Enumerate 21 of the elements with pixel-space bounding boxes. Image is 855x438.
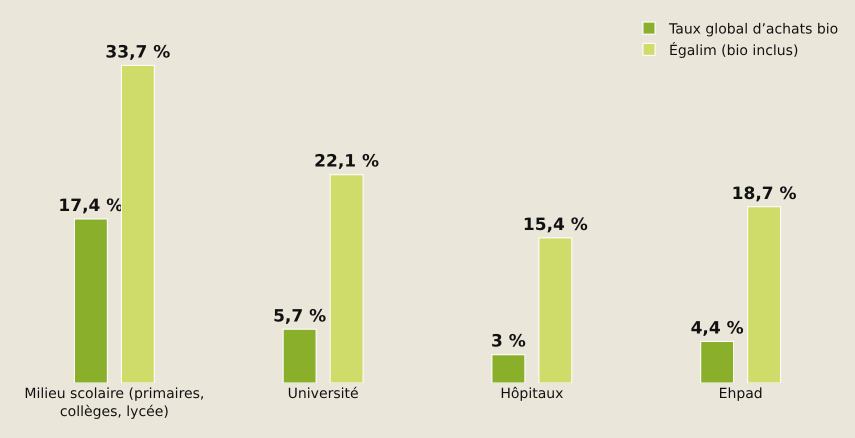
bar: [538, 237, 572, 383]
data-label: 15,4 %: [522, 214, 588, 235]
bar: [330, 174, 364, 383]
legend-label: Taux global d’achats bio: [668, 22, 838, 38]
data-label: 3 %: [491, 332, 526, 352]
legend-label: Égalim (bio inclus): [669, 42, 798, 59]
bar: [120, 64, 155, 383]
data-label: 5,7 %: [273, 306, 326, 326]
data-label: 33,7 %: [105, 42, 170, 62]
bar: [491, 354, 526, 383]
data-label: 18,7 %: [732, 184, 797, 204]
bar: [74, 218, 108, 383]
x-tick-label: Université: [288, 386, 359, 402]
bar: [282, 328, 317, 383]
x-tick-label: Milieu scolaire (primaires, collèges, lycée): [24, 386, 204, 420]
x-tick-label: Ehpad: [718, 386, 763, 402]
bar: [747, 206, 782, 383]
data-label: 22,1 %: [314, 152, 380, 172]
x-tick-label: Hôpitaux: [500, 386, 564, 402]
data-label: 4,4 %: [690, 318, 744, 339]
bar: [700, 341, 734, 383]
